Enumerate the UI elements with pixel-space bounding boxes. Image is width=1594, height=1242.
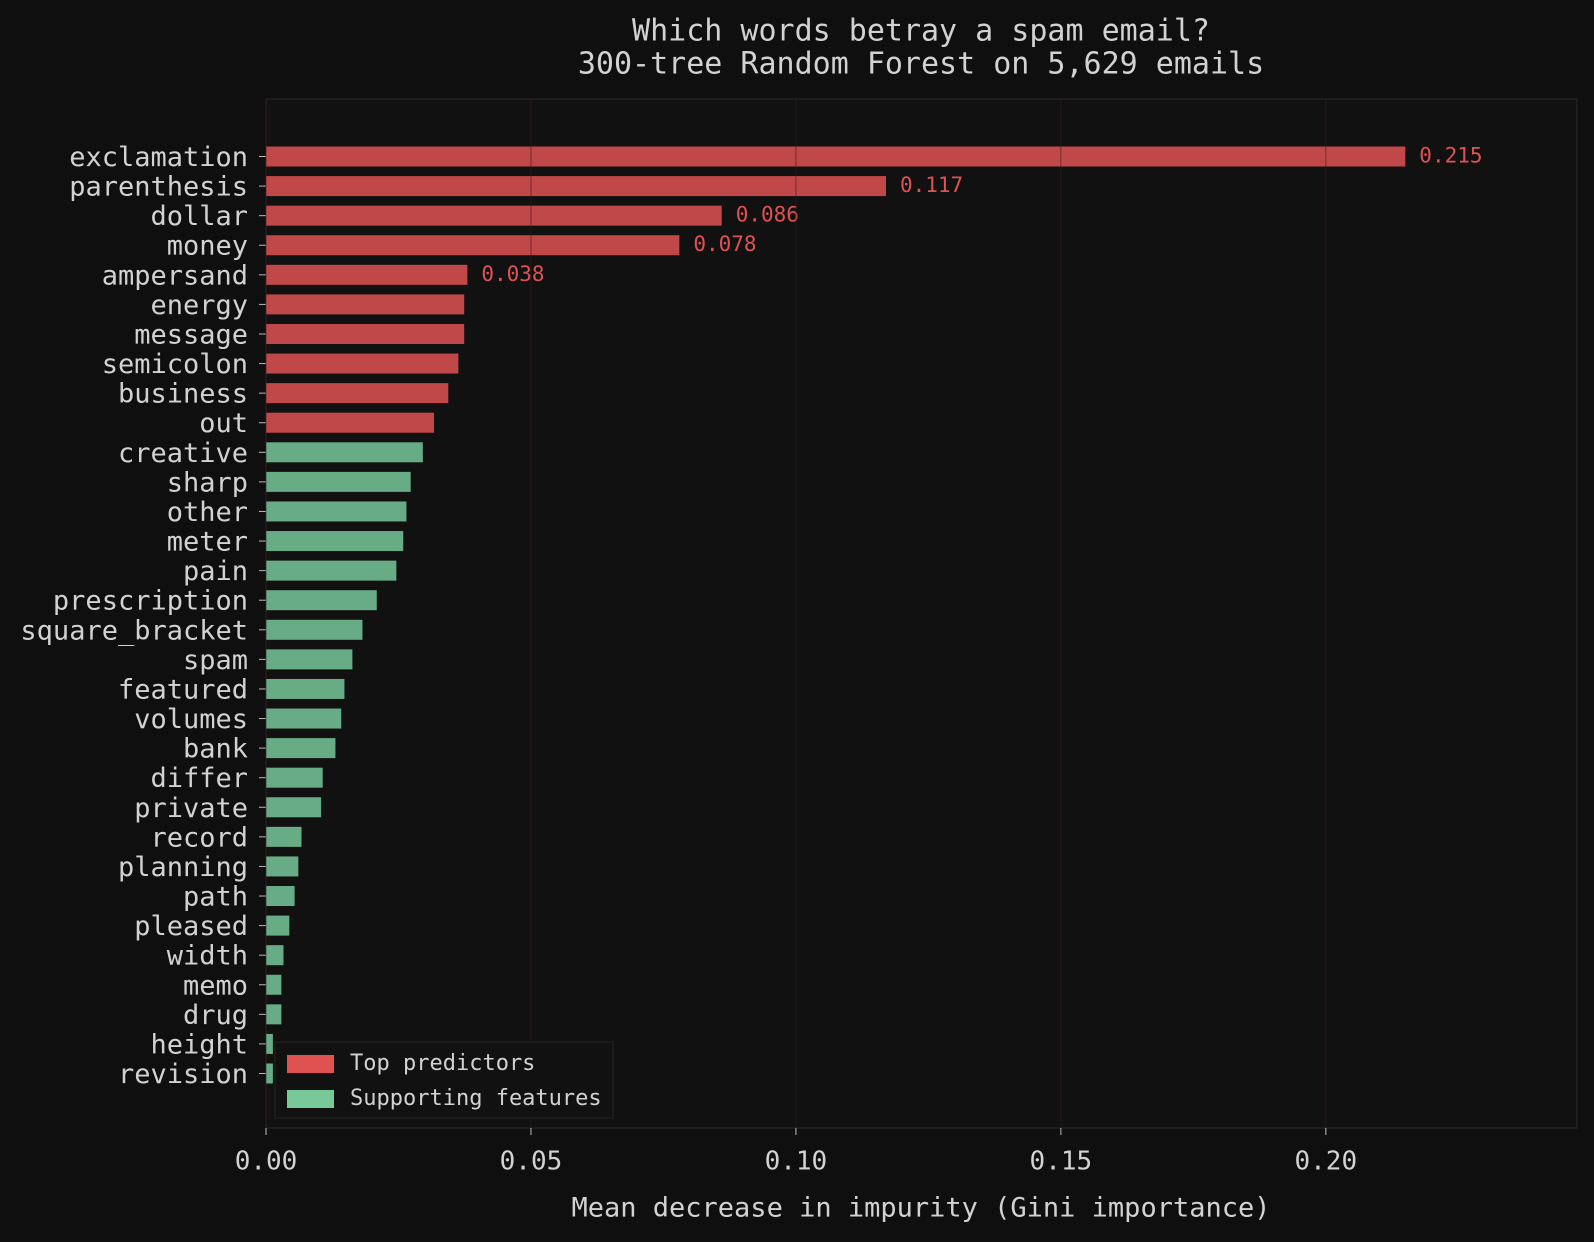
plot-area <box>265 98 1578 1129</box>
y-tick-label: drug <box>183 1000 248 1031</box>
value-label: 0.117 <box>900 173 963 197</box>
y-tick-label: dollar <box>150 201 248 232</box>
y-tick-label: record <box>150 822 248 853</box>
y-tick-label: meter <box>167 527 248 558</box>
bar <box>266 738 336 759</box>
y-tick-label: parenthesis <box>69 172 248 203</box>
y-tick-label: spam <box>183 645 248 676</box>
x-tick-label: 0.15 <box>1030 1147 1093 1177</box>
y-tick-label: featured <box>118 674 248 705</box>
y-tick-label: business <box>118 379 248 410</box>
y-tick-label: prescription <box>53 586 248 617</box>
value-label: 0.215 <box>1419 144 1482 168</box>
x-tick-label: 0.05 <box>500 1147 563 1177</box>
bar <box>266 264 468 285</box>
legend: Top predictors Supporting features <box>274 1041 614 1119</box>
y-tick-label: width <box>167 941 248 972</box>
legend-swatch <box>287 1055 334 1073</box>
bar <box>266 471 411 492</box>
legend-label: Supporting features <box>350 1086 602 1111</box>
legend-label: Top predictors <box>350 1051 535 1076</box>
value-label: 0.086 <box>736 203 799 227</box>
bar <box>266 383 449 404</box>
bar <box>266 797 322 818</box>
bar <box>266 678 345 699</box>
bar <box>266 974 282 995</box>
y-tick-label: bank <box>183 734 248 765</box>
bar <box>266 294 465 315</box>
y-tick-label: creative <box>118 438 248 469</box>
bar <box>266 649 353 670</box>
y-tick-label: pain <box>183 556 248 587</box>
bar <box>266 1063 273 1084</box>
y-tick-label: height <box>150 1029 248 1060</box>
y-tick-label: out <box>199 408 248 439</box>
chart-subtitle: 300-tree Random Forest on 5,629 emails <box>578 47 1264 82</box>
y-tick-label: planning <box>118 852 248 883</box>
y-tick-label: semicolon <box>102 349 248 380</box>
chart-title: Which words betray a spam email? <box>632 14 1210 49</box>
bar <box>266 708 342 729</box>
y-tick-label: money <box>167 231 248 262</box>
y-tick-label: pleased <box>134 911 248 942</box>
bar <box>266 886 295 907</box>
bar <box>266 353 459 374</box>
y-tick-label: ampersand <box>102 260 248 291</box>
y-tick-label: path <box>183 882 248 913</box>
bar <box>266 767 323 788</box>
y-tick-label: sharp <box>167 467 248 498</box>
bar <box>266 235 680 256</box>
y-tick-label: revision <box>118 1059 248 1090</box>
y-tick-label: square_bracket <box>20 615 248 646</box>
legend-swatch <box>287 1090 334 1108</box>
y-tick-label: memo <box>183 970 248 1001</box>
bar <box>266 560 397 581</box>
y-tick-label: exclamation <box>69 142 248 173</box>
y-tick-label: differ <box>150 763 248 794</box>
y-tick-label: other <box>167 497 248 528</box>
bar <box>266 531 404 552</box>
bar <box>266 176 886 197</box>
y-tick-label: volumes <box>134 704 248 735</box>
x-axis-label: Mean decrease in impurity (Gini importan… <box>572 1193 1271 1224</box>
y-tick-label: energy <box>150 290 248 321</box>
x-tick-label: 0.00 <box>235 1147 298 1177</box>
bar <box>266 1004 282 1025</box>
bar <box>266 412 434 433</box>
bar <box>266 1033 273 1054</box>
bar <box>266 205 722 226</box>
bar <box>266 323 465 344</box>
bar <box>266 945 284 966</box>
bar <box>266 915 290 936</box>
bar <box>266 146 1406 167</box>
bar <box>266 826 302 847</box>
y-tick-label: private <box>134 793 248 824</box>
bar <box>266 856 299 877</box>
bar <box>266 501 407 522</box>
value-label: 0.038 <box>481 262 544 286</box>
y-tick-label: message <box>134 319 248 350</box>
value-label: 0.078 <box>693 232 756 256</box>
x-tick-label: 0.20 <box>1295 1147 1358 1177</box>
x-tick-label: 0.10 <box>765 1147 828 1177</box>
bar <box>266 619 363 640</box>
bar <box>266 442 423 463</box>
bar <box>266 590 377 611</box>
